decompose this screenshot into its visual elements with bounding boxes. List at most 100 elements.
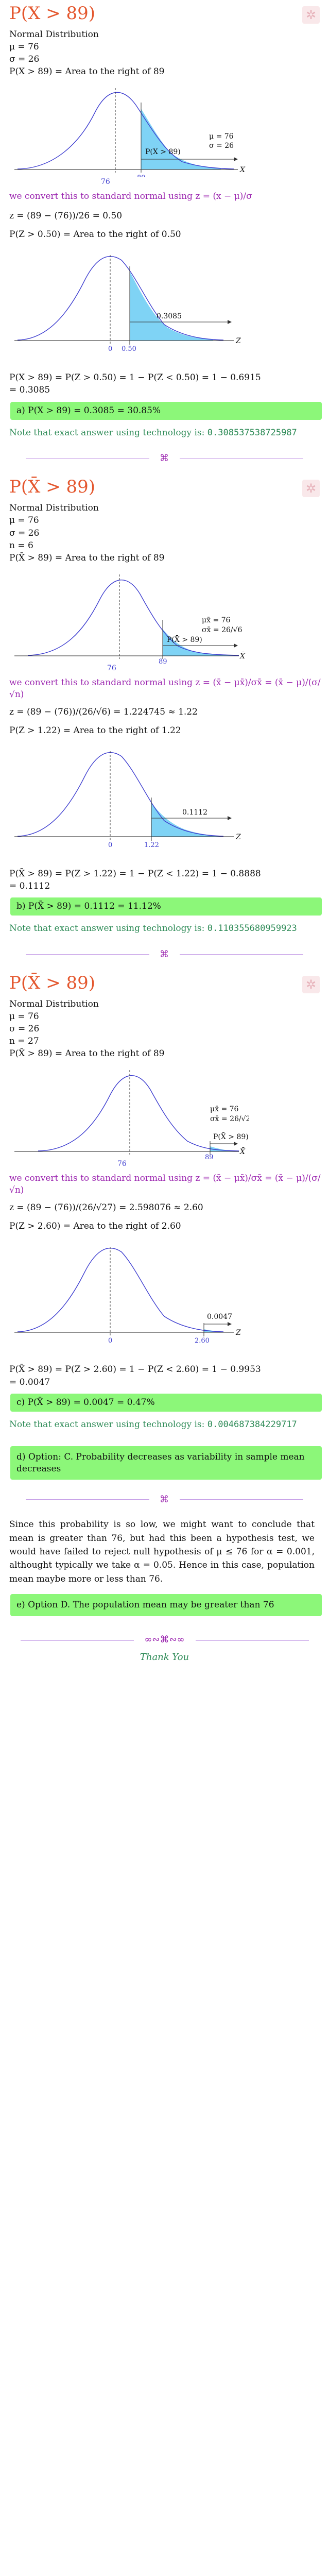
sigma-label: σx̄ = 26/√6 — [202, 626, 243, 634]
z-calculation: z = (89 − (76))/26 = 0.50 — [9, 211, 123, 222]
note-value: 0.004687384229717 — [207, 1419, 297, 1430]
arrow-head — [228, 1322, 232, 1327]
x-mark: 89 — [205, 1154, 214, 1159]
x-mark: 89 — [137, 174, 146, 177]
info-line: P(X > 89) = Area to the right of 89 — [9, 66, 165, 77]
section-title: P(X̄ > 89) — [9, 477, 95, 498]
technology-note: Note that exact answer using technology … — [9, 427, 322, 439]
mu-label: μx̄ = 76 — [202, 616, 231, 624]
arrow-head — [234, 1142, 238, 1146]
section-part-a: ✲ P(X > 89) Normal Distribution μ = 76 σ… — [0, 3, 329, 438]
axis-label: Z — [235, 833, 241, 841]
z-calculation: z = (89 − (76))/(26/√27) = 2.598076 ≈ 2.… — [9, 1202, 203, 1213]
sampling-distribution-chart: P(X̄ > 89) μx̄ = 76 σx̄ = 26/√6 89 X̄ — [14, 574, 246, 664]
solution-page: ✲ P(X > 89) Normal Distribution μ = 76 σ… — [0, 3, 329, 1684]
info-line: μ = 76 — [9, 41, 39, 52]
probability-result: = 0.3085 — [9, 385, 50, 396]
sampling-distribution-chart: P(X̄ > 89) μx̄ = 76 σx̄ = 26/√27 89 X̄ — [14, 1070, 249, 1159]
divider-ornament-icon: ⌘ — [160, 453, 169, 464]
pz-line: P(Z > 2.60) = Area to the right of 2.60 — [9, 1221, 181, 1232]
section-divider: ⌘ — [0, 948, 329, 960]
mean-label: 76 — [117, 1160, 127, 1168]
axis-label: X̄ — [239, 1147, 246, 1157]
area-label: 0.1112 — [182, 808, 207, 817]
section-part-c: ✲ P(X̄ > 89) Normal Distribution μ = 76 … — [0, 973, 329, 1480]
z-mark: 2.60 — [195, 1337, 210, 1345]
conclusion-section: Since this probability is so low, we mig… — [0, 1518, 329, 1617]
flourish-icon: ∞∾⌘∾∞ — [144, 1634, 185, 1646]
info-line: μ = 76 — [9, 515, 39, 526]
axis-label: Z — [235, 1329, 241, 1337]
mean-label: 76 — [107, 664, 116, 672]
info-line: P(X̄ > 89) = Area to the right of 89 — [9, 1048, 165, 1059]
info-line: σ = 26 — [9, 1024, 40, 1035]
z-mark: 1.22 — [144, 841, 159, 849]
sigma-label: σx̄ = 26/√27 — [210, 1115, 249, 1123]
arrow-head — [228, 320, 232, 325]
area-label: 0.3085 — [157, 312, 182, 320]
section-title: P(X̄ > 89) — [9, 973, 95, 994]
bell-curve — [17, 752, 224, 837]
shaded-area — [151, 802, 223, 837]
answer-box-a: a) P(X > 89) = 0.3085 = 30.85% — [10, 401, 322, 420]
mu-label: μ = 76 — [209, 132, 234, 141]
thank-you-text: Thank You — [140, 1652, 189, 1663]
note-value: 0.110355680959923 — [207, 923, 297, 934]
note-text: Note that exact answer using technology … — [9, 923, 205, 934]
x-mark: 89 — [159, 658, 167, 664]
answer-box-d: d) Option: C. Probability decreases as v… — [10, 1446, 322, 1480]
z-mark: 0.50 — [122, 345, 136, 353]
info-line: Normal Distribution — [9, 503, 99, 514]
arrow-head — [234, 157, 238, 162]
info-line: σ = 26 — [9, 54, 40, 65]
convert-text: we convert this to standard normal using… — [9, 677, 321, 700]
conclusion-paragraph: Since this probability is so low, we mig… — [9, 1519, 315, 1584]
answer-box-b: b) P(X̄ > 89) = 0.1112 = 11.12% — [10, 897, 322, 916]
technology-note: Note that exact answer using technology … — [9, 1419, 322, 1431]
technology-note: Note that exact answer using technology … — [9, 923, 322, 935]
mu-label: μx̄ = 76 — [210, 1105, 239, 1113]
decorative-tile: ✲ — [302, 480, 320, 498]
section-title: P(X > 89) — [9, 3, 95, 24]
shaded-area — [130, 272, 213, 341]
bell-curve — [17, 92, 234, 170]
probability-result: = 0.1112 — [9, 881, 50, 892]
decorative-tile: ✲ — [302, 6, 320, 24]
axis-label: X — [239, 166, 246, 174]
probability-calculation: P(X̄ > 89) = P(Z > 2.60) = 1 − P(Z < 2.6… — [9, 1364, 261, 1375]
z-calculation: z = (89 − (76))/(26/√6) = 1.224745 ≈ 1.2… — [9, 706, 198, 717]
info-line: Normal Distribution — [9, 29, 99, 40]
standard-normal-chart: 0.0047 2.60 0 Z — [14, 1247, 241, 1345]
zero-label: 0 — [108, 345, 112, 353]
standard-normal-chart: 0.1112 1.22 0 Z — [14, 751, 241, 849]
section-divider: ⌘ — [0, 452, 329, 464]
bell-curve — [38, 1075, 239, 1152]
bell-curve — [17, 1248, 224, 1333]
shaded-area — [141, 109, 221, 170]
pz-line: P(Z > 0.50) = Area to the right of 0.50 — [9, 229, 181, 240]
zero-label: 0 — [108, 841, 112, 849]
area-label: P(X > 89) — [145, 148, 181, 156]
convert-text: we convert this to standard normal using… — [9, 1173, 321, 1196]
decorative-tile: ✲ — [302, 976, 320, 994]
area-label: 0.0047 — [207, 1313, 232, 1321]
probability-calculation: P(X̄ > 89) = P(Z > 1.22) = 1 − P(Z < 1.2… — [9, 868, 261, 879]
note-value: 0.308537538725987 — [207, 427, 297, 438]
info-line: μ = 76 — [9, 1011, 39, 1022]
arrow-head — [228, 816, 232, 820]
divider-ornament-icon: ⌘ — [160, 949, 169, 960]
info-line: Normal Distribution — [9, 998, 99, 1009]
section-part-b: ✲ P(X̄ > 89) Normal Distribution μ = 76 … — [0, 477, 329, 935]
pz-line: P(Z > 1.22) = Area to the right of 1.22 — [9, 725, 181, 736]
mean-label: 76 — [101, 178, 110, 187]
probability-calculation: P(X > 89) = P(Z > 0.50) = 1 − P(Z < 0.50… — [9, 372, 261, 383]
bell-curve — [27, 579, 239, 656]
standard-normal-chart: 0.3085 0.50 0 Z — [14, 255, 241, 353]
note-text: Note that exact answer using technology … — [9, 427, 205, 438]
bell-curve — [17, 256, 224, 341]
arrow-head — [234, 643, 238, 648]
info-line: σ = 26 — [9, 528, 40, 538]
axis-label: X̄ — [239, 651, 246, 660]
info-line: n = 6 — [9, 540, 33, 551]
info-line: n = 27 — [9, 1036, 39, 1047]
